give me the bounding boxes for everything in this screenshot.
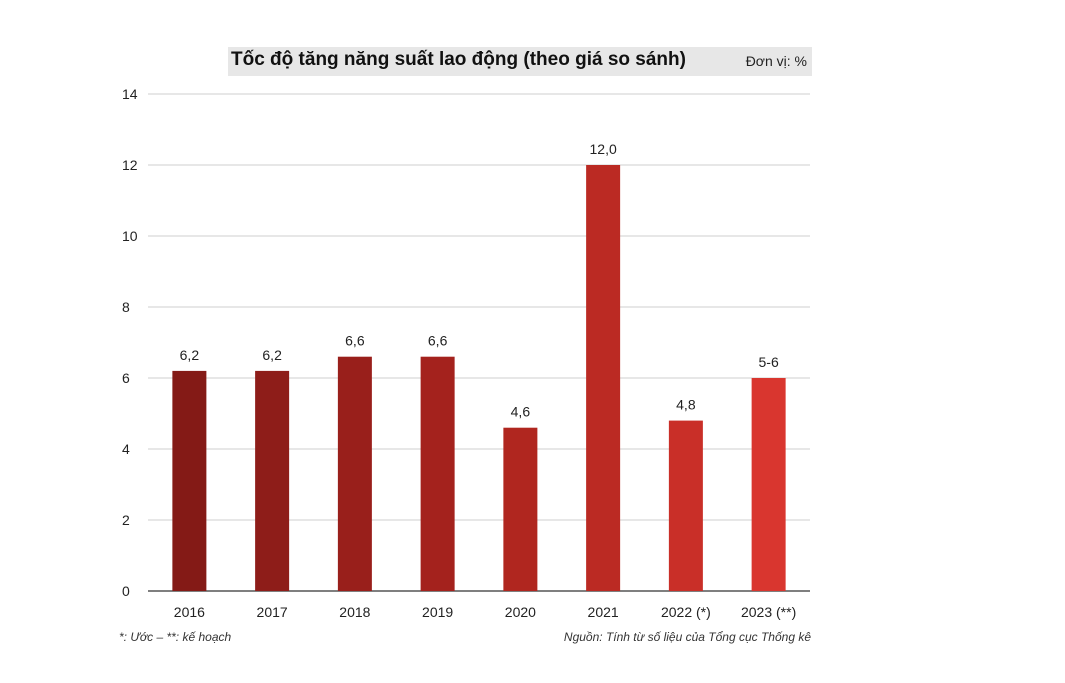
data-label: 6,2 (180, 347, 200, 363)
bar-layer (172, 165, 786, 591)
data-label: 6,2 (262, 347, 282, 363)
bar (586, 165, 621, 591)
y-tick-label: 2 (122, 512, 130, 528)
x-axis-ticks: 2016 2017 2018 2019 2020 2021 2022 (*) 2023 (**… (174, 604, 796, 620)
x-tick-label: 2019 (422, 604, 453, 620)
unit-label: Đơn vị: % (745, 53, 807, 69)
y-tick-label: 0 (122, 583, 130, 599)
x-tick-label: 2021 (588, 604, 619, 620)
data-label: 4,8 (676, 397, 696, 413)
bar (337, 356, 372, 591)
data-label: 4,6 (511, 404, 531, 420)
x-tick-label: 2020 (505, 604, 536, 620)
bar (172, 370, 207, 591)
y-tick-label: 4 (122, 441, 130, 457)
footnote: *: Ước – **: kế hoạch (119, 630, 232, 644)
bar (751, 378, 786, 591)
title-band (228, 47, 812, 76)
data-label: 6,6 (428, 333, 448, 349)
x-tick-label: 2017 (257, 604, 288, 620)
bar (668, 420, 703, 591)
y-tick-label: 8 (122, 299, 130, 315)
data-label: 6,6 (345, 333, 365, 349)
y-axis-ticks: 0 2 4 6 8 10 12 14 (122, 86, 138, 599)
source-note: Nguồn: Tính từ số liệu của Tổng cục Thốn… (563, 630, 811, 644)
bar (503, 427, 538, 591)
y-tick-label: 10 (122, 228, 138, 244)
x-tick-label: 2023 (**) (741, 604, 796, 620)
data-label: 5-6 (759, 354, 779, 370)
bar (255, 370, 290, 591)
y-tick-label: 14 (122, 86, 138, 102)
bar (420, 356, 455, 591)
data-label: 12,0 (590, 141, 617, 157)
x-tick-label: 2022 (*) (661, 604, 711, 620)
y-tick-label: 12 (122, 157, 138, 173)
grid-layer (148, 93, 810, 592)
x-tick-label: 2018 (339, 604, 370, 620)
y-tick-label: 6 (122, 370, 130, 386)
chart-title: Tốc độ tăng năng suất lao động (theo giá… (231, 49, 686, 70)
value-label-layer: 6,2 6,2 6,6 6,6 4,6 12,0 4,8 5-6 (180, 141, 779, 420)
x-tick-label: 2016 (174, 604, 205, 620)
